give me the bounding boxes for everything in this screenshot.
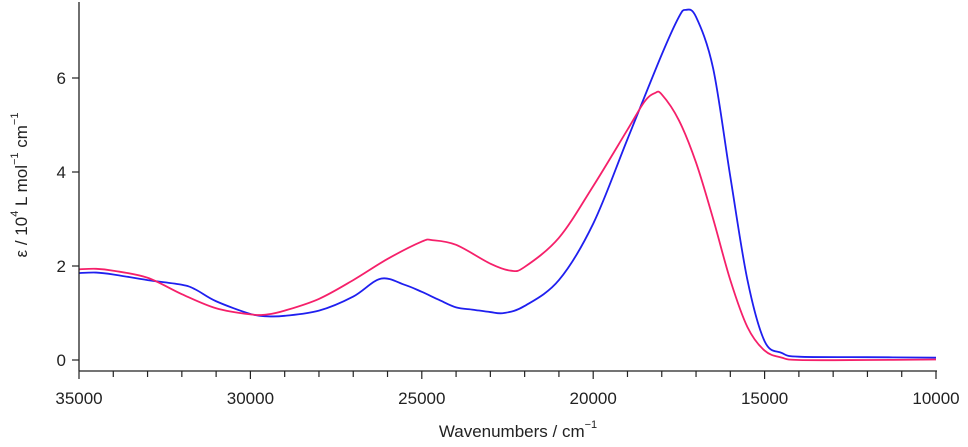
- y-axis-label: ε / 104 L mol−1 cm−1: [9, 113, 31, 258]
- series-line-1: [78, 8, 937, 359]
- series-line-2: [78, 90, 937, 362]
- y-tick-label: 2: [57, 257, 66, 276]
- x-ticks: 35000 30000 25000 20000 15000 10000: [55, 371, 960, 408]
- x-tick-label: 15000: [741, 389, 788, 408]
- x-tick-label: 10000: [912, 389, 959, 408]
- x-axis-label: Wavenumbers / cm−1: [439, 419, 597, 441]
- y-tick-label: 0: [57, 351, 66, 370]
- y-ticks: 0 2 4 6: [57, 69, 79, 370]
- x-tick-label: 20000: [570, 389, 617, 408]
- x-tick-label: 25000: [398, 389, 445, 408]
- y-tick-label: 4: [57, 163, 66, 182]
- y-tick-label: 6: [57, 69, 66, 88]
- x-tick-label: 30000: [227, 389, 274, 408]
- x-tick-label: 35000: [55, 389, 102, 408]
- series-layer: [78, 8, 937, 362]
